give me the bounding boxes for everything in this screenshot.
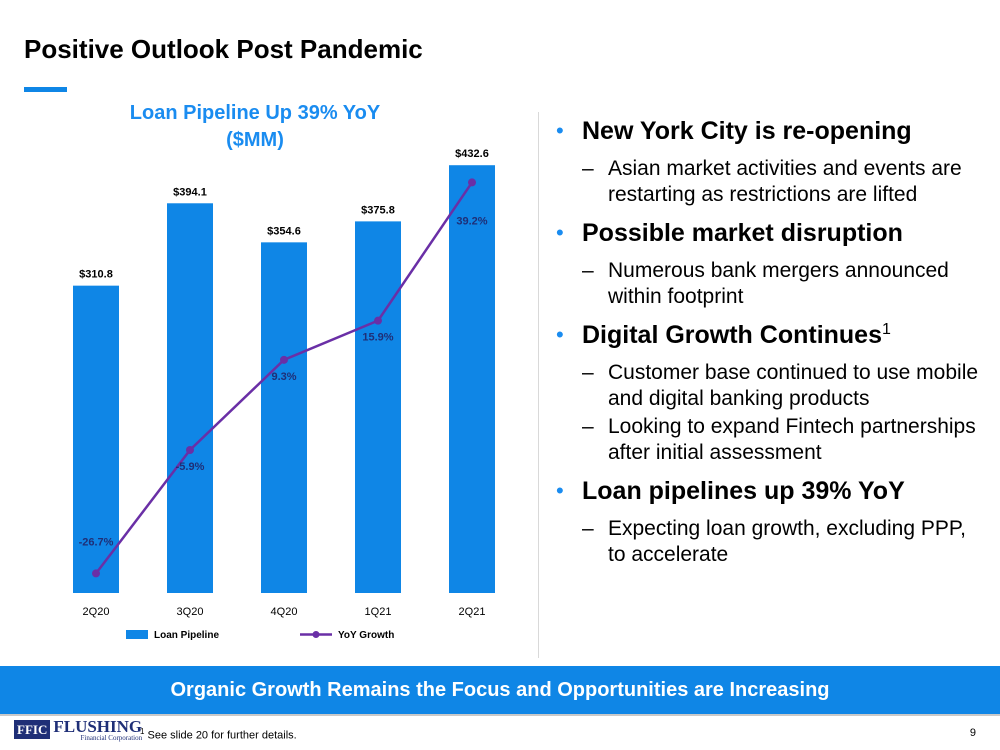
- yoy-growth-label: 9.3%: [271, 371, 296, 383]
- bullet-dot-icon: •: [556, 322, 564, 347]
- yoy-growth-label: -26.7%: [79, 536, 114, 548]
- bullet-sub-text: Customer base continued to use mobile an…: [608, 361, 979, 410]
- yoy-growth-point: [186, 446, 194, 455]
- bullet-dot-icon: •: [556, 478, 564, 503]
- bar: [449, 165, 495, 593]
- bullet-sub-text: Expecting loan growth, excluding PPP, to…: [608, 517, 967, 566]
- bullet-heading: • New York City is re-opening: [556, 112, 986, 150]
- yoy-growth-label: 15.9%: [362, 332, 393, 344]
- yoy-growth-point: [92, 569, 100, 578]
- footnote-marker: 1: [140, 727, 145, 736]
- legend-line-label: YoY Growth: [338, 630, 394, 641]
- bullet-sub-item: – Looking to expand Fintech partnerships …: [556, 414, 986, 466]
- chart-subtitle: ($MM): [226, 129, 284, 151]
- x-axis-tick-label: 3Q20: [177, 606, 204, 618]
- bullet-sub-text: Asian market activities and events are r…: [608, 157, 962, 206]
- yoy-growth-label: -5.9%: [176, 461, 205, 473]
- bullet-sub-text: Looking to expand Fintech partnerships a…: [608, 415, 976, 464]
- footnote-text: See slide 20 for further details.: [144, 729, 297, 742]
- dash-icon: –: [582, 157, 594, 180]
- focus-banner: Organic Growth Remains the Focus and Opp…: [0, 666, 1000, 714]
- bullet-sub-item: – Numerous bank mergers announced within …: [556, 258, 986, 310]
- x-axis-tick-label: 1Q21: [365, 606, 392, 618]
- chart-title-block: Loan Pipeline Up 39% YoY ($MM): [60, 100, 450, 154]
- bullet-heading-text: Digital Growth Continues: [582, 321, 882, 349]
- bullet-sub-item: – Expecting loan growth, excluding PPP, t…: [556, 516, 986, 568]
- bullet-sub-text: Numerous bank mergers announced within f…: [608, 259, 949, 308]
- bar: [167, 203, 213, 594]
- x-axis-tick-label: 2Q21: [459, 606, 486, 618]
- bullet-sub-item: – Customer base continued to use mobile a…: [556, 360, 986, 412]
- yoy-growth-point: [468, 178, 476, 187]
- vertical-divider: [538, 112, 539, 658]
- yoy-growth-point: [280, 355, 288, 364]
- bar: [261, 242, 307, 593]
- bar: [355, 221, 401, 593]
- page-number: 9: [969, 727, 976, 739]
- dash-icon: –: [582, 517, 594, 540]
- footer-rule: [0, 714, 1000, 716]
- bullet-footnote-marker: 1: [882, 321, 891, 338]
- bullet-dot-icon: •: [556, 118, 564, 143]
- bar-value-label: $394.1: [173, 186, 207, 198]
- bullet-heading: • Possible market disruption: [556, 214, 986, 252]
- yoy-growth-label: 39.2%: [456, 215, 487, 227]
- chart-title: Loan Pipeline Up 39% YoY: [129, 102, 381, 124]
- bar-value-label: $310.8: [79, 269, 113, 281]
- bar-value-label: $375.8: [361, 204, 395, 216]
- slide-title: Positive Outlook Post Pandemic: [24, 34, 423, 64]
- logo-mark: FFIC: [14, 720, 51, 739]
- legend-bar-label: Loan Pipeline: [154, 630, 219, 641]
- x-axis-tick-label: 4Q20: [271, 606, 298, 618]
- bar: [73, 285, 119, 593]
- bar-value-label: $432.6: [455, 148, 489, 160]
- bullet-sub-item: – Asian market activities and events are …: [556, 156, 986, 208]
- bullet-list: • New York City is re-opening – Asian marke…: [556, 112, 986, 570]
- dash-icon: –: [582, 259, 594, 282]
- bullet-heading: • Digital Growth Continues1: [556, 316, 986, 354]
- legend-line-marker: [312, 631, 320, 638]
- yoy-growth-point: [374, 316, 382, 325]
- footnote: 1 See slide 20 for further details.: [140, 727, 297, 742]
- bullet-heading-text: New York City is re-opening: [582, 117, 912, 145]
- logo-subtitle: Financial Corporation: [80, 734, 143, 742]
- logo-name: FLUSHING: [53, 717, 143, 736]
- dash-icon: –: [582, 361, 594, 384]
- title-accent-bar: [24, 87, 67, 92]
- bullet-heading-text: Loan pipelines up 39% YoY: [582, 477, 905, 505]
- bullet-heading-text: Possible market disruption: [582, 219, 903, 247]
- bullet-heading: • Loan pipelines up 39% YoY: [556, 472, 986, 510]
- bullet-dot-icon: •: [556, 220, 564, 245]
- loan-pipeline-chart: $310.8 $394.1 $354.6 $375.8 $432.6 -26.7% -5.9…: [73, 148, 495, 641]
- dash-icon: –: [582, 415, 594, 438]
- legend-bar-swatch: [126, 630, 148, 639]
- x-axis-tick-label: 2Q20: [83, 606, 110, 618]
- company-logo: FFIC FLUSHING Financial Corporation: [14, 718, 142, 742]
- bar-value-label: $354.6: [267, 225, 301, 237]
